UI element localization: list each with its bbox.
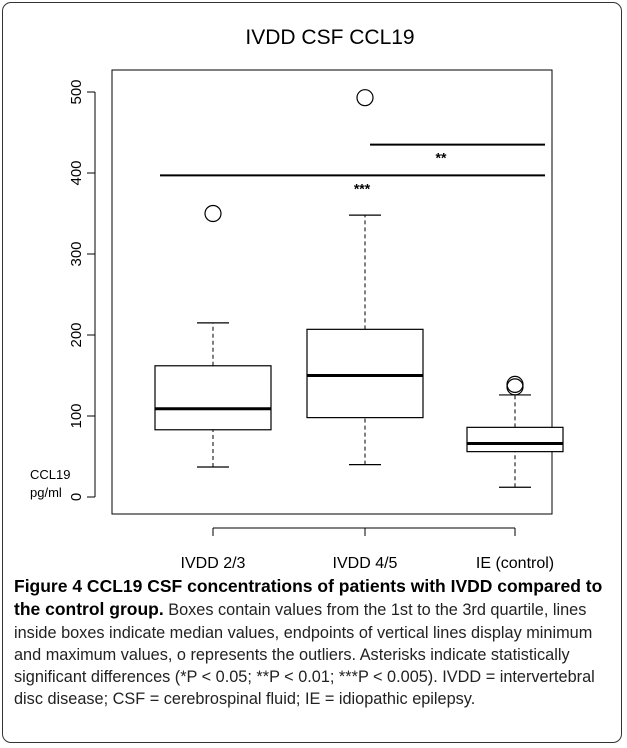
y-tick-label: 0 [68, 493, 85, 501]
y-tick-label: 100 [68, 403, 85, 428]
box-iqr [307, 329, 423, 417]
boxes [155, 90, 563, 488]
outlier-point [205, 206, 221, 222]
box-group [467, 376, 563, 487]
significance-label: ** [436, 150, 447, 166]
y-axis-label-line2: pg/ml [30, 485, 62, 500]
box-plot-chart: IVDD CSF CCL19 0 100 200 300 400 500 IVDD 2/3… [0, 0, 627, 575]
x-tick-label: IVDD 4/5 [333, 555, 398, 572]
figure-caption: Figure 4 CCL19 CSF concentrations of pat… [14, 575, 614, 711]
y-tick-label: 300 [68, 241, 85, 266]
significance-bars: ***** [160, 145, 545, 197]
outlier-point [357, 90, 373, 106]
significance-label: *** [354, 180, 371, 196]
box-iqr [467, 427, 563, 451]
box-iqr [155, 366, 271, 430]
y-tick-label: 500 [68, 79, 85, 104]
y-tick-label: 200 [68, 322, 85, 347]
box-group [155, 206, 271, 468]
y-axis-label-line1: CCL19 [30, 467, 70, 482]
x-tick-label: IVDD 2/3 [181, 555, 246, 572]
y-axis: 0 100 200 300 400 500 [68, 79, 95, 501]
y-tick-label: 400 [68, 160, 85, 185]
x-axis: IVDD 2/3 IVDD 4/5 IE (control) [181, 528, 555, 572]
box-group [307, 90, 423, 465]
chart-title: IVDD CSF CCL19 [245, 26, 414, 49]
x-tick-label: IE (control) [476, 555, 554, 572]
